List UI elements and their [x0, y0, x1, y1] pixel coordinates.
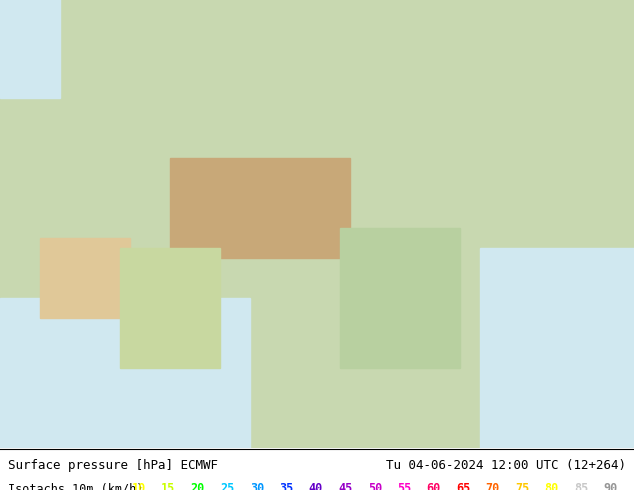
- Text: 45: 45: [339, 483, 353, 490]
- Bar: [0, 0, 60, 98]
- Text: 90: 90: [604, 483, 618, 490]
- Text: 35: 35: [279, 483, 294, 490]
- Text: 10: 10: [132, 483, 146, 490]
- Text: 70: 70: [486, 483, 500, 490]
- Text: 15: 15: [161, 483, 176, 490]
- Bar: [0, 298, 250, 448]
- Bar: [480, 248, 634, 448]
- Text: 80: 80: [545, 483, 559, 490]
- Text: Isotachs 10m (km/h): Isotachs 10m (km/h): [8, 483, 143, 490]
- Text: 60: 60: [427, 483, 441, 490]
- Bar: [120, 248, 220, 368]
- Bar: [170, 158, 350, 258]
- Text: 25: 25: [221, 483, 235, 490]
- Text: 55: 55: [397, 483, 411, 490]
- Text: Tu 04-06-2024 12:00 UTC (12+264): Tu 04-06-2024 12:00 UTC (12+264): [386, 459, 626, 472]
- Text: Surface pressure [hPa] ECMWF: Surface pressure [hPa] ECMWF: [8, 459, 217, 472]
- Text: 85: 85: [574, 483, 588, 490]
- Text: 50: 50: [368, 483, 382, 490]
- Text: 75: 75: [515, 483, 529, 490]
- Bar: [40, 238, 130, 318]
- Text: 40: 40: [309, 483, 323, 490]
- Text: 30: 30: [250, 483, 264, 490]
- Text: 20: 20: [191, 483, 205, 490]
- Text: 65: 65: [456, 483, 470, 490]
- Bar: [340, 228, 460, 368]
